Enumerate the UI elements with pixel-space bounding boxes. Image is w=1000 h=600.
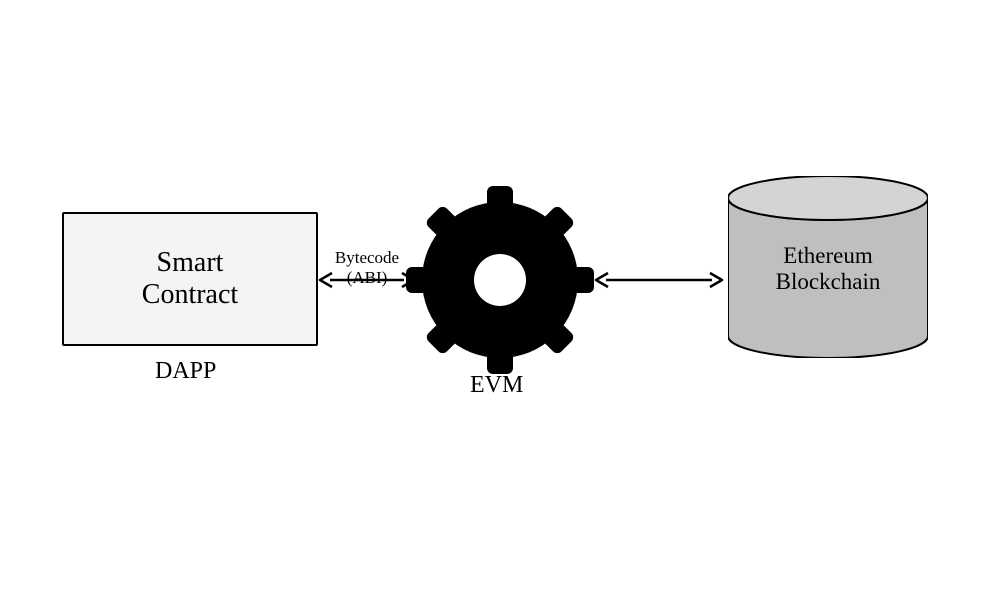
cyl-text-line1: Ethereum [783, 243, 872, 268]
evm-gear-icon [402, 182, 598, 383]
dapp-box-text: Smart Contract [64, 247, 316, 311]
evm-caption: EVM [470, 372, 523, 399]
blockchain-cylinder-text: Ethereum Blockchain [728, 243, 928, 296]
dapp-text-line2: Contract [142, 279, 238, 310]
cyl-text-line2: Blockchain [776, 269, 881, 294]
dapp-text-line1: Smart [157, 247, 224, 278]
diagram-canvas: Smart Contract DAPP EVM Bytecode (ABI) E… [0, 0, 1000, 600]
dapp-box: Smart Contract [62, 212, 318, 346]
dapp-caption: DAPP [155, 358, 216, 385]
arrow-evm-blockchain [594, 268, 724, 297]
arrow-dapp-evm-label: Bytecode (ABI) [318, 248, 416, 288]
